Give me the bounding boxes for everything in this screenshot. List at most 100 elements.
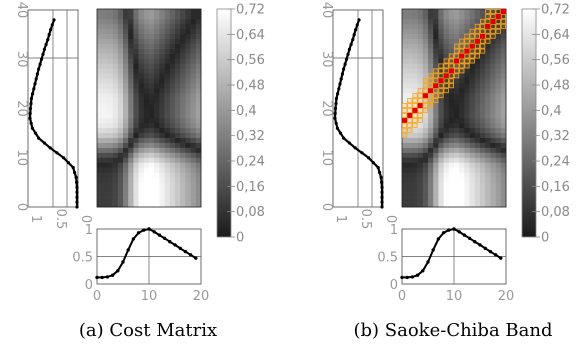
- band-cell: [495, 18, 501, 24]
- heatmap-cell: [143, 197, 150, 203]
- heatmap-cell: [154, 142, 160, 148]
- heatmap-cell: [443, 197, 450, 203]
- band-cell: [438, 88, 444, 94]
- heatmap-cell: [159, 152, 165, 158]
- heatmap-cell: [448, 23, 455, 30]
- heatmap-cell: [500, 132, 507, 138]
- heatmap-cell: [438, 48, 444, 54]
- heatmap-cell: [469, 23, 476, 30]
- heatmap-cell: [454, 83, 460, 89]
- heatmap-cell: [149, 63, 155, 69]
- heatmap-cell: [149, 38, 155, 44]
- heatmap-cell: [159, 108, 165, 114]
- heatmap-cell: [495, 122, 502, 129]
- heatmap-cell: [133, 112, 139, 119]
- heatmap-cell: [102, 197, 108, 203]
- band-cell: [427, 73, 434, 79]
- heatmap-cell: [443, 83, 450, 89]
- heatmap-cell: [428, 137, 434, 143]
- band-cell: [412, 103, 418, 108]
- heatmap-cell: [438, 147, 444, 153]
- heatmap-cell: [159, 202, 165, 208]
- heatmap-cell: [180, 127, 186, 134]
- heatmap-cell: [454, 68, 460, 74]
- heatmap-cell: [448, 177, 455, 183]
- heatmap-cell: [128, 202, 134, 208]
- heatmap-cell: [107, 103, 113, 109]
- heatmap-cell: [185, 13, 191, 20]
- heatmap-cell: [407, 73, 413, 79]
- heatmap-cell: [459, 202, 465, 208]
- heatmap-cell: [490, 177, 496, 183]
- heatmap-cell: [169, 157, 176, 163]
- heatmap-cell: [190, 177, 197, 183]
- heatmap-cell: [149, 117, 155, 124]
- band-cell: [422, 83, 429, 89]
- heatmap-cell: [469, 152, 476, 158]
- heatmap-cell: [117, 83, 124, 89]
- heatmap-cell: [438, 172, 444, 178]
- heatmap-cell: [123, 73, 129, 79]
- heatmap-cell: [154, 13, 160, 20]
- heatmap-cell: [412, 152, 418, 158]
- heatmap-cell: [185, 103, 191, 109]
- heatmap-cell: [469, 202, 476, 208]
- heatmap-cell: [412, 73, 418, 79]
- heatmap-cell: [500, 88, 507, 94]
- band-cell: [407, 108, 413, 113]
- heatmap-cell: [422, 13, 429, 20]
- heatmap-cell: [133, 18, 139, 25]
- heatmap-cell: [133, 127, 139, 134]
- band-cell: [401, 112, 408, 118]
- heatmap-cell: [485, 83, 491, 89]
- heatmap-cell: [464, 157, 470, 163]
- heatmap-cell: [123, 103, 129, 109]
- heatmap-cell: [117, 53, 124, 59]
- heatmap-cell: [154, 147, 160, 153]
- heatmap-cell: [117, 38, 124, 44]
- heatmap-cell: [164, 142, 171, 148]
- band-cell: [459, 48, 465, 54]
- heatmap-cell: [474, 63, 481, 69]
- heatmap-cell: [190, 73, 197, 79]
- heatmap-cell: [485, 117, 491, 124]
- heatmap-cell: [495, 38, 502, 44]
- heatmap-cell: [490, 98, 496, 104]
- heatmap-cell: [474, 43, 481, 49]
- heatmap-cell: [123, 112, 129, 119]
- left-y-tick-label: 10: [319, 149, 334, 166]
- heatmap-cell: [443, 187, 450, 193]
- top-signal-point: [152, 230, 156, 234]
- heatmap-cell: [195, 127, 202, 134]
- heatmap-cell: [407, 18, 413, 25]
- heatmap-cell: [412, 147, 418, 153]
- heatmap-cell: [164, 38, 171, 44]
- heatmap-cell: [495, 197, 502, 203]
- heatmap-cell: [454, 202, 460, 208]
- heatmap-cell: [422, 48, 429, 54]
- heatmap-cell: [149, 33, 155, 39]
- heatmap-cell: [169, 162, 176, 168]
- heatmap-cell: [443, 137, 450, 143]
- heatmap-cell: [490, 152, 496, 158]
- heatmap-cell: [464, 137, 470, 143]
- heatmap-cell: [443, 98, 450, 104]
- heatmap-cell: [128, 197, 134, 203]
- heatmap-cell: [117, 192, 124, 198]
- heatmap-cell: [428, 83, 434, 89]
- heatmap-cell: [495, 88, 502, 94]
- heatmap-cell: [438, 117, 444, 124]
- heatmap-cell: [500, 172, 507, 178]
- band-cell: [474, 23, 481, 29]
- heatmap-cell: [485, 73, 491, 79]
- heatmap-cell: [164, 23, 171, 30]
- heatmap-cell: [128, 167, 134, 173]
- heatmap-cell: [438, 112, 444, 119]
- heatmap-cell: [443, 127, 450, 134]
- heatmap-cell: [175, 43, 181, 49]
- heatmap-cell: [402, 182, 408, 188]
- heatmap-cell: [180, 177, 186, 183]
- heatmap-cell: [459, 152, 465, 158]
- heatmap-cell: [190, 147, 197, 153]
- heatmap-cell: [464, 112, 470, 119]
